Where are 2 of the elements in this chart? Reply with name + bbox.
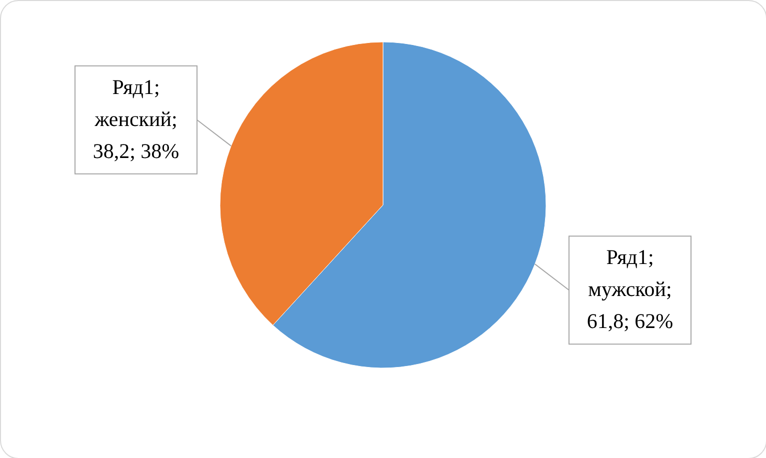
data-label: Ряд1; женский; 38,2; 38%: [92, 74, 180, 163]
data-label: Ряд1; мужской; 61,8; 62%: [586, 245, 674, 334]
